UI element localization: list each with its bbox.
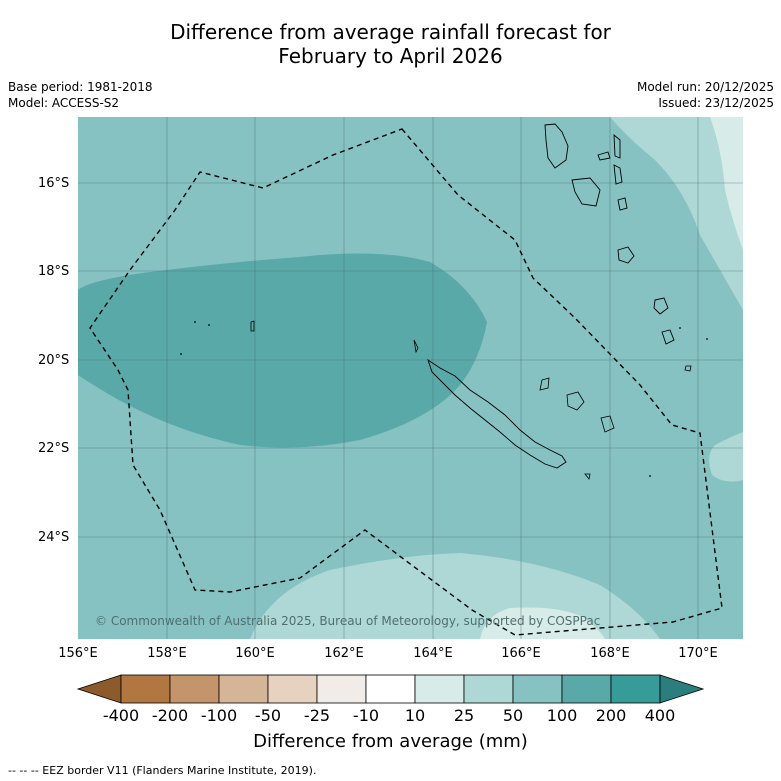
colorbar-segment (512, 674, 563, 704)
colorbar-tick-label: -50 (254, 706, 282, 725)
lon-label: 160°E (235, 646, 275, 661)
lifou-island (566, 391, 585, 411)
colorbar-tick-label: -25 (303, 706, 331, 725)
rainfall-lightest-area-ne (710, 117, 743, 250)
chesterfield-reef (250, 320, 255, 332)
colorbar-segment (169, 674, 220, 704)
title-line-2: February to April 2026 (278, 44, 503, 68)
rainfall-light-area-ne (610, 117, 743, 310)
base-period: Base period: 1981-2018 (8, 80, 153, 94)
colorbar-tick-label: 25 (453, 706, 475, 725)
title-line-1: Difference from average rainfall forecas… (170, 20, 611, 44)
lon-label: 162°E (324, 646, 364, 661)
lat-label: 18°S (38, 264, 70, 279)
colorbar-tick-label: -100 (200, 706, 238, 725)
small-islet (679, 327, 681, 329)
new-caledonia-island (427, 358, 567, 469)
rainfall-dark-area (78, 253, 487, 448)
lon-label: 158°E (147, 646, 187, 661)
copyright-text: © Commonwealth of Australia 2025, Bureau… (95, 614, 601, 628)
colorbar-tick-label: -200 (151, 706, 189, 725)
colorbar-tick-label: 50 (502, 706, 524, 725)
lon-label: 164°E (413, 646, 453, 661)
ambae-island (597, 151, 611, 161)
lat-label: 24°S (38, 530, 70, 545)
model-run: Model run: 20/12/2025 (636, 80, 774, 94)
colorbar-segment (414, 674, 465, 704)
rainfall-light-area-e (709, 432, 743, 482)
colorbar-segment (120, 674, 171, 704)
erromango-island (653, 297, 669, 315)
maewo-island (613, 133, 621, 159)
tanna-island (661, 329, 675, 345)
small-islet (180, 353, 182, 355)
colorbar-tick-label: 100 (546, 706, 578, 725)
espiritu-santo-island (544, 123, 569, 169)
colorbar-tick-label: -400 (102, 706, 140, 725)
rainfall-lightest-area-s (480, 607, 605, 639)
small-islet (706, 338, 708, 340)
lon-label: 170°E (678, 646, 718, 661)
meta-left: Base period: 1981-2018 Model: ACCESS-S2 (8, 79, 153, 111)
colorbar-segment (316, 674, 367, 704)
colorbar-extend-low (76, 674, 122, 704)
walpole-island (584, 473, 591, 480)
epi-island (617, 197, 628, 211)
colorbar-segment (561, 674, 612, 704)
lon-label: 156°E (58, 646, 98, 661)
colorbar (76, 674, 705, 704)
aneityum-island (684, 365, 692, 372)
colorbar-tick-label: -10 (352, 706, 380, 725)
mare-island (600, 415, 615, 433)
pentecost-island (613, 164, 623, 185)
map-title: Difference from average rainfall forecas… (0, 20, 781, 68)
colorbar-segment (463, 674, 514, 704)
colorbar-tick-label: 400 (644, 706, 676, 725)
model-name: Model: ACCESS-S2 (8, 96, 120, 110)
colorbar-tick-label: 200 (595, 706, 627, 725)
eez-border (89, 128, 723, 636)
graticule (78, 117, 743, 639)
lat-label: 20°S (38, 353, 70, 368)
belep-islands (413, 339, 419, 354)
lon-label: 166°E (501, 646, 541, 661)
colorbar-extend-high (659, 674, 705, 704)
colorbar-title: Difference from average (mm) (253, 731, 528, 752)
eez-footer-note: -- -- -- EEZ border V11 (Flanders Marine… (8, 764, 317, 777)
small-islet (194, 321, 196, 323)
issued-date: Issued: 23/12/2025 (658, 96, 774, 110)
colorbar-segment (267, 674, 318, 704)
lat-label: 16°S (38, 176, 70, 191)
small-islet (208, 324, 210, 326)
meta-right: Model run: 20/12/2025 Issued: 23/12/2025 (637, 79, 774, 111)
ouvea-island (539, 377, 550, 391)
small-islet (649, 475, 651, 477)
colorbar-segment (365, 674, 416, 704)
malakula-island (571, 177, 601, 207)
colorbar-segment (218, 674, 269, 704)
lon-label: 168°E (590, 646, 630, 661)
colorbar-tick-label: 10 (404, 706, 426, 725)
colorbar-segment (610, 674, 661, 704)
lat-label: 22°S (38, 441, 70, 456)
efate-island (617, 246, 635, 264)
